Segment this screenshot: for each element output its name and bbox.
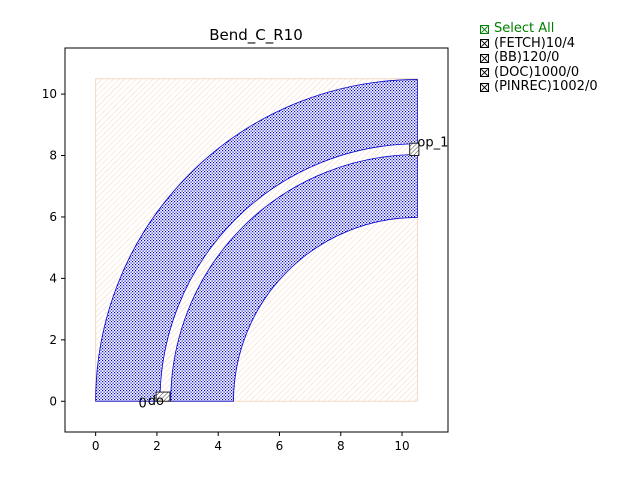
x-tick-label: 2 [153,439,161,453]
layer-legend: Select All (FETCH)10/4 (BB)120/0 (DOC)10… [480,21,598,95]
chart-title: Bend_C_R10 [209,26,303,45]
x-tick-label: 0 [92,439,100,453]
checkbox-icon[interactable] [480,68,489,78]
checkbox-icon[interactable] [480,82,489,92]
waveguide-arc-0 [95,79,418,402]
legend-label: (FETCH)10/4 [494,35,576,51]
legend-label: Select All [494,21,555,36]
x-tick-label: 10 [394,439,409,453]
checkbox-icon[interactable] [480,39,489,49]
x-tick-label: 6 [276,439,284,453]
port-do [155,391,171,402]
y-tick-label: 8 [49,149,57,163]
legend-item-pinrec[interactable]: (PINREC)1002/0 [480,79,598,95]
x-tick-label: 4 [214,439,222,453]
y-tick-label: 2 [49,333,57,347]
legend-label: (DOC)1000/0 [494,64,580,80]
checkbox-icon[interactable] [480,24,489,34]
legend-item-fetch[interactable]: (FETCH)10/4 [480,35,598,52]
y-tick-label: 0 [49,394,57,408]
port-op_1 [409,142,420,156]
y-tick-label: 6 [49,210,57,224]
annotation-label: 0 [139,396,147,411]
legend-label: (PINREC)1002/0 [494,79,598,94]
y-tick-label: 10 [42,87,57,101]
legend-item-doc[interactable]: (DOC)1000/0 [480,64,598,81]
annotation-label: op_1 [417,135,448,150]
axis-ticks: 0 2 4 6 8 10 0 2 4 6 8 10 [42,87,410,453]
annotation-label: do [148,394,164,409]
x-tick-label: 8 [337,439,345,453]
legend-item-bb[interactable]: (BB)120/0 [480,50,598,66]
y-tick-label: 4 [49,271,57,285]
legend-select-all[interactable]: Select All [480,21,598,37]
legend-label: (BB)120/0 [494,50,560,65]
axes-frame [64,47,449,433]
plot-area: 0 op_1do [95,78,448,411]
checkbox-icon[interactable] [480,53,489,63]
